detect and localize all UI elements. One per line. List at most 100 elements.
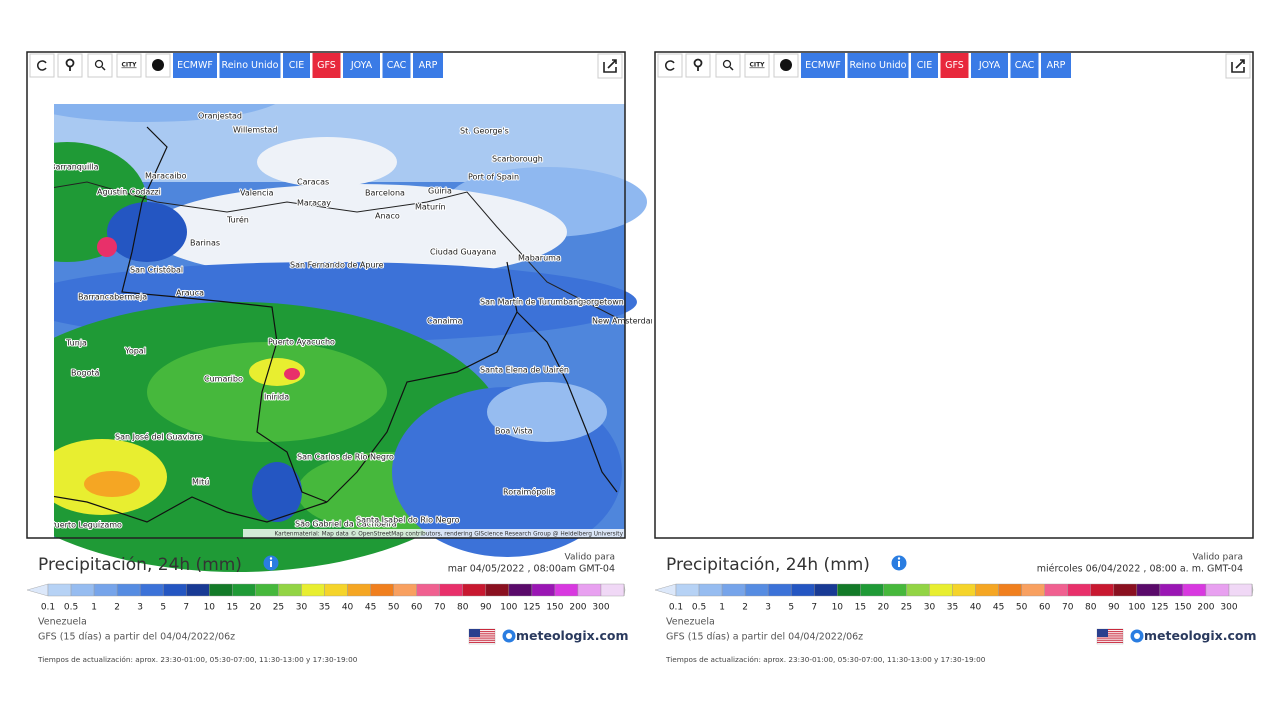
title: Precipitación, 24h (mm) (666, 555, 870, 575)
legend-swatch (347, 583, 371, 597)
legend-swatch (721, 583, 746, 597)
legend-label: 5 (160, 603, 166, 613)
model-button[interactable] (283, 53, 310, 78)
precip-area (745, 362, 1085, 502)
tool-button[interactable] (29, 53, 55, 78)
tool-button[interactable] (57, 53, 83, 78)
city-label: Roraimópolis (1131, 487, 1183, 497)
model-button-label[interactable]: ARP (419, 60, 438, 71)
border (326, 261, 518, 503)
logo-mark-inner (1134, 633, 1140, 639)
legend-label: 0.5 (64, 603, 78, 613)
city-label: Oranjestad (826, 112, 870, 121)
model-button-label[interactable]: ECMWF (177, 60, 213, 71)
model-button-label[interactable]: JOYA (978, 60, 1001, 71)
flag-stripe (469, 641, 495, 643)
coastline (655, 182, 1253, 322)
valid-label: Valido para (1193, 553, 1244, 563)
city-label: Canaima (1055, 317, 1090, 326)
city-label: Maturín (1043, 203, 1074, 212)
legend-swatch (1251, 583, 1254, 597)
border (1145, 312, 1245, 492)
map: Castries Kingstown Bridgetown St. George's O… (50, 104, 652, 572)
model-button-label[interactable]: CAC (1015, 60, 1035, 71)
model-button-label[interactable]: GFS (945, 60, 964, 71)
attribution-bg (243, 529, 625, 538)
attribution-bg (871, 529, 1253, 538)
model-button[interactable] (940, 53, 969, 78)
precip-area (735, 202, 815, 262)
legend-swatch (554, 583, 579, 597)
city-label: San Fernando de Apure (290, 261, 384, 270)
icon-dot (152, 59, 164, 71)
tool-button[interactable] (87, 53, 113, 78)
legend-label: 125 (1151, 603, 1168, 613)
model-button[interactable] (382, 53, 411, 78)
legend-label: 7 (183, 603, 189, 613)
legend-swatch (1044, 583, 1068, 597)
tool-button[interactable] (116, 53, 142, 78)
model-button-label[interactable]: ECMWF (805, 60, 841, 71)
city-label: St. George's (460, 127, 509, 136)
city-label: New Amsterdam (1220, 317, 1280, 326)
info-icon-dot (897, 557, 901, 560)
flag-stripe (1097, 641, 1123, 643)
city-label: Cumaribo (204, 375, 243, 384)
legend-swatch (1067, 583, 1091, 597)
flag-stripe (1097, 635, 1123, 637)
city-label: Güiria (1056, 187, 1080, 196)
precip-area (487, 382, 607, 442)
city-label: Oranjestad (198, 112, 242, 121)
tool-button[interactable] (685, 53, 711, 78)
icon-zoom (94, 59, 104, 69)
model-button[interactable] (413, 53, 443, 78)
model-button[interactable] (971, 53, 1008, 78)
model-button[interactable] (801, 53, 845, 78)
flag-stripe (1097, 633, 1123, 635)
icon-city[interactable]: CITY (121, 62, 137, 69)
city-label: San José del Guaviare (743, 432, 830, 442)
legend-label: 30 (296, 603, 308, 613)
flag-stripe (1097, 639, 1123, 641)
model-button[interactable] (343, 53, 380, 78)
city-label: Caracas (925, 178, 957, 187)
model-button[interactable] (219, 53, 281, 78)
model-button[interactable] (1041, 53, 1071, 78)
legend-label: 100 (1128, 603, 1145, 613)
model-button[interactable] (847, 53, 909, 78)
legend-label: 0.5 (692, 603, 706, 613)
city-label: San Martín de Turumbang (480, 298, 583, 307)
tool-button[interactable] (715, 53, 741, 78)
model-button-label[interactable]: CIE (289, 60, 304, 71)
model-button-label[interactable]: CIE (917, 60, 932, 71)
city-label: Santa Elena de Uairén (480, 365, 569, 375)
icon-city[interactable]: CITY (749, 62, 765, 69)
model-button-label[interactable]: Reino Unido (850, 60, 907, 71)
model-button[interactable] (911, 53, 938, 78)
model-button-label[interactable]: ARP (1047, 60, 1066, 71)
tool-button[interactable] (657, 53, 683, 78)
model-button[interactable] (173, 53, 217, 78)
model-button[interactable] (312, 53, 341, 78)
city-label: Barranquilla (50, 163, 99, 172)
flag-stripe (469, 629, 495, 631)
model-button-label[interactable]: CAC (387, 60, 407, 71)
update-times: Tiempos de actualización: aprox. 23:30-0… (665, 655, 986, 664)
tool-button[interactable] (744, 53, 770, 78)
map: Castries Kingstown Bridgetown St. George's O… (585, 52, 1280, 572)
city-label: Georgetown (1203, 298, 1252, 307)
model-button-label[interactable]: GFS (317, 60, 336, 71)
city-label: Inírida (892, 393, 917, 402)
model-button-label[interactable]: Reino Unido (222, 60, 279, 71)
precip-area (905, 358, 965, 386)
city-label: Georgetown (575, 298, 624, 307)
brand[interactable]: meteologix.com (1144, 628, 1256, 643)
region: Venezuela (666, 617, 715, 628)
attribution: Kartenmaterial: Map data © OpenStreetMap… (902, 531, 1251, 538)
brand[interactable]: meteologix.com (516, 628, 628, 643)
precip-area (855, 485, 915, 509)
model-button[interactable] (1010, 53, 1039, 78)
precip-area (107, 202, 187, 262)
city-label: Boa Vista (495, 427, 533, 436)
model-button-label[interactable]: JOYA (350, 60, 373, 71)
